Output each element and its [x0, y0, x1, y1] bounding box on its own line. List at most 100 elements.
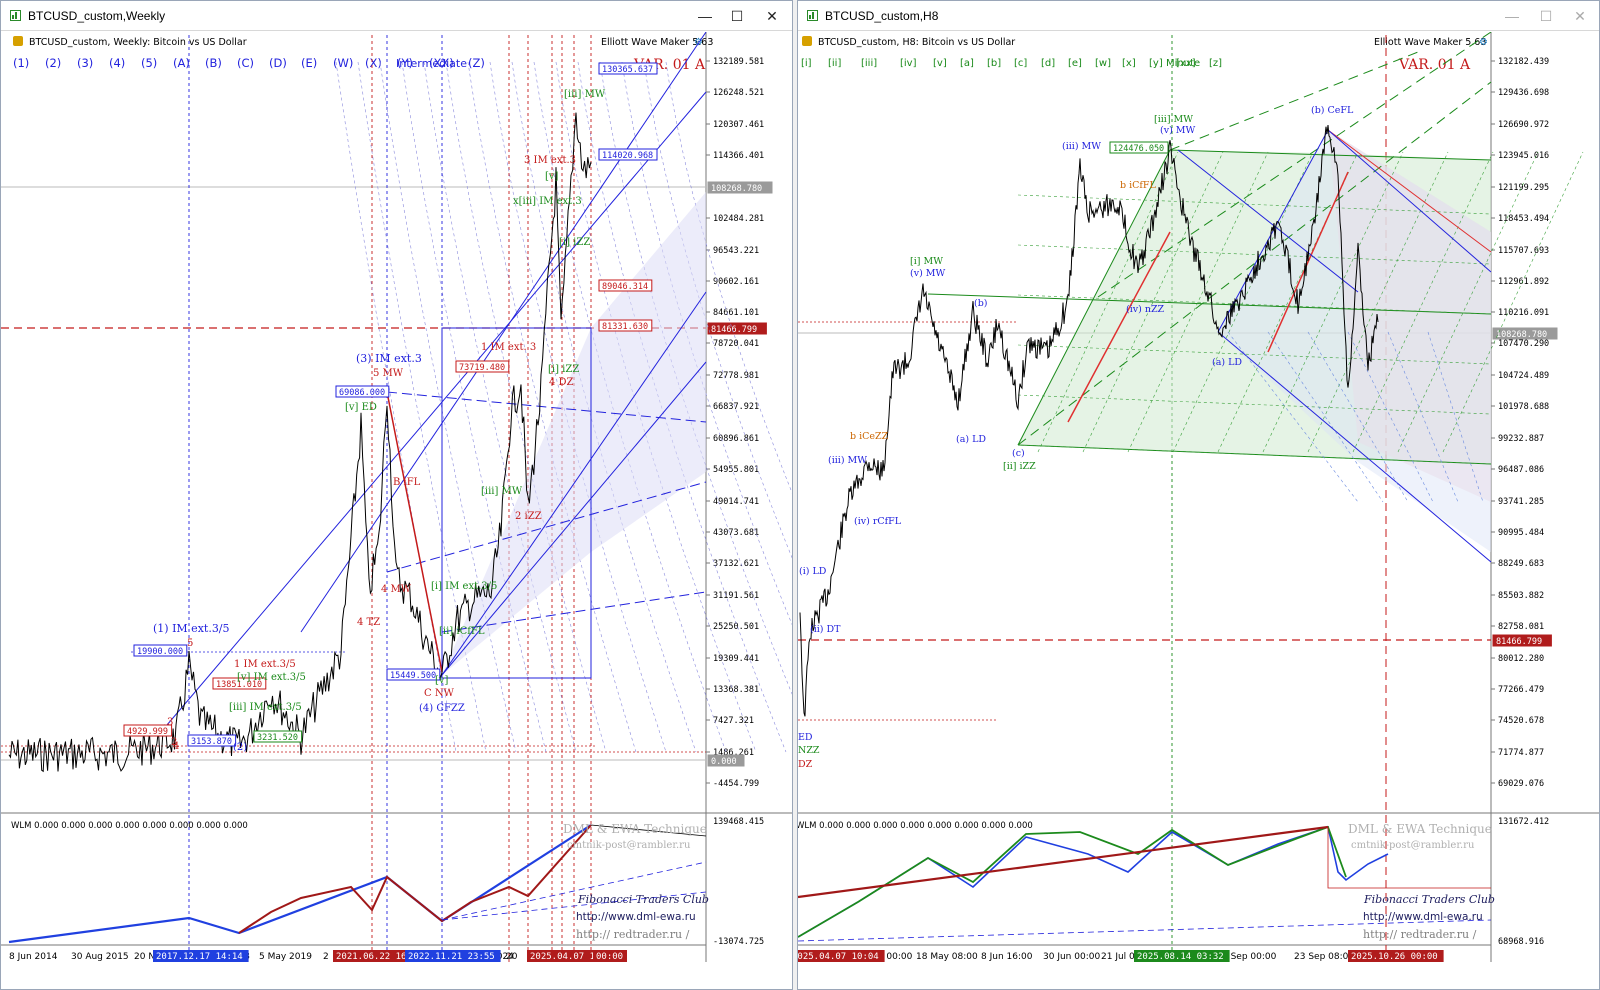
degree-button[interactable]: (1): [13, 56, 29, 70]
wave-label: ED: [798, 732, 813, 743]
price-axis-label: 123945.016: [1498, 151, 1549, 161]
wave-label: [iii] MW: [564, 89, 606, 100]
degree-button[interactable]: [xx]: [1176, 58, 1196, 69]
watermark-url: http://www.dml-ewa.ru: [1363, 911, 1483, 923]
price-axis-label: 82758.081: [1498, 622, 1544, 632]
degree-button[interactable]: [ii]: [828, 58, 841, 69]
degree-button[interactable]: (X): [365, 56, 382, 70]
price-axis-label: 1486.261: [713, 748, 754, 758]
price-axis-label: 126690.972: [1498, 120, 1549, 130]
minimize-button[interactable]: —: [698, 8, 712, 24]
degree-button[interactable]: [iv]: [900, 58, 917, 69]
watermark-club: Fibonacci Traders Club: [1363, 893, 1495, 906]
degree-button[interactable]: (XX): [429, 56, 454, 70]
level-box-box: [598, 319, 653, 332]
price-axis-label: 120307.461: [713, 120, 764, 130]
degree-button[interactable]: (D): [269, 56, 287, 70]
minimize-button[interactable]: —: [1505, 8, 1519, 24]
degree-button[interactable]: [b]: [987, 58, 1001, 69]
wave-line: [1327, 129, 1492, 253]
app-icon: [13, 36, 23, 46]
wave-label: [iii] MW: [1154, 114, 1193, 125]
watermark-url: http://www.dml-ewa.ru: [576, 911, 696, 923]
degree-button[interactable]: [e]: [1068, 58, 1082, 69]
level-box: 73719.480: [459, 363, 505, 373]
time-axis-label: 18 May 08:00: [916, 952, 978, 962]
degree-button[interactable]: (W): [333, 56, 353, 70]
weekly-price-series: [8, 112, 592, 773]
degree-button[interactable]: (E): [301, 56, 317, 70]
level-box-box: [123, 724, 173, 737]
degree-button[interactable]: (C): [237, 56, 254, 70]
price-axis-label: 60896.861: [713, 434, 759, 444]
window-titlebar[interactable]: BTCUSD_custom,H8 — ☐ ✕: [798, 1, 1599, 31]
degree-button[interactable]: [y]: [1149, 58, 1163, 69]
degree-button[interactable]: (Y): [397, 56, 413, 70]
price-axis-label: 69029.076: [1498, 779, 1544, 789]
fib-grid-line: [1442, 151, 1584, 453]
degree-button[interactable]: (5): [141, 56, 157, 70]
time-tag: 2017.12.17 14:14: [156, 952, 243, 962]
fib-arc: [489, 61, 667, 753]
wave-label: B iFL: [393, 477, 421, 488]
degree-button[interactable]: [d]: [1041, 58, 1055, 69]
price-axis-label: 112961.892: [1498, 277, 1549, 287]
weekly-chart-window[interactable]: BTCUSD_custom,Weekly — ☐ ✕ BTCUSD_custom…: [0, 0, 793, 990]
fib-grid-line: [1307, 151, 1449, 453]
close-button[interactable]: ✕: [1574, 8, 1586, 24]
degree-button[interactable]: (Z): [468, 56, 485, 70]
maximize-button[interactable]: ☐: [1539, 8, 1553, 24]
wave-line: [1067, 231, 1171, 423]
level-box: 124476.050: [1113, 144, 1164, 154]
window-titlebar[interactable]: BTCUSD_custom,Weekly — ☐ ✕: [1, 1, 792, 31]
degree-button[interactable]: [x]: [1122, 58, 1136, 69]
price-tag-current: 108268.780: [1496, 330, 1547, 340]
indicator-trend-line: [798, 919, 1492, 942]
wave-label: (3) IM ext.3: [356, 352, 422, 365]
fib-grid-line: [1352, 151, 1494, 453]
maximize-button[interactable]: ☐: [730, 8, 744, 24]
price-axis-label: 66837.921: [713, 402, 759, 412]
degree-button[interactable]: [z]: [1209, 58, 1222, 69]
wave-label: DZ: [798, 759, 813, 770]
weekly-chart-area[interactable]: BTCUSD_custom, Weekly: Bitcoin vs US Dol…: [1, 32, 793, 990]
wave-label: 1 IM ext. 3: [481, 342, 536, 353]
degree-button[interactable]: [i]: [801, 58, 812, 69]
price-axis-label: 110216.091: [1498, 308, 1549, 318]
price-axis-label: 7427.321: [713, 716, 754, 726]
wave-label: (i) LD: [799, 566, 827, 577]
wave-line: [386, 391, 443, 673]
fib-grid-line: [1017, 194, 1492, 215]
close-button[interactable]: ✕: [766, 8, 778, 24]
indicator-trend-line: [441, 891, 707, 921]
degree-button[interactable]: (B): [205, 56, 222, 70]
degree-button[interactable]: [a]: [960, 58, 974, 69]
degree-button[interactable]: (4): [109, 56, 125, 70]
degree-button[interactable]: (3): [77, 56, 93, 70]
time-tag: 2025.04.07 10:04: [530, 952, 617, 962]
time-axis-label: 21 Jul 0: [1101, 952, 1135, 962]
h8-chart-window[interactable]: BTCUSD_custom,H8 — ☐ ✕ BTCUSD_custom, H8…: [797, 0, 1600, 990]
price-axis-label: 121199.295: [1498, 183, 1549, 193]
price-axis-label: 93741.285: [1498, 497, 1544, 507]
degree-button[interactable]: (2): [45, 56, 61, 70]
level-box-box: [253, 730, 303, 743]
degree-button[interactable]: [v]: [933, 58, 947, 69]
degree-button[interactable]: [c]: [1014, 58, 1027, 69]
fib-grid-line: [1217, 151, 1359, 453]
variant-label: VAR. 01 A: [1398, 57, 1471, 73]
wave-label: [v]: [545, 171, 559, 182]
wave-label: (a) LD: [1212, 357, 1242, 368]
h8-chart-area[interactable]: BTCUSD_custom, H8: Bitcoin vs US Dollar E…: [798, 32, 1600, 990]
fib-grid-line: [1307, 331, 1409, 503]
wave-label: [i] IM ext.3/5: [431, 581, 497, 592]
degree-button[interactable]: (A): [173, 56, 190, 70]
degree-button[interactable]: [iii]: [861, 58, 877, 69]
level-box-box: [598, 148, 658, 161]
watermark-title: DML & EWA Technique: [1348, 822, 1492, 836]
degree-button[interactable]: [w]: [1095, 58, 1111, 69]
price-axis-label: 96543.221: [713, 246, 759, 256]
time-axis-label: 8 Jun 2014: [9, 952, 58, 962]
fib-arc: [379, 61, 517, 753]
level-box-box: [212, 677, 267, 690]
